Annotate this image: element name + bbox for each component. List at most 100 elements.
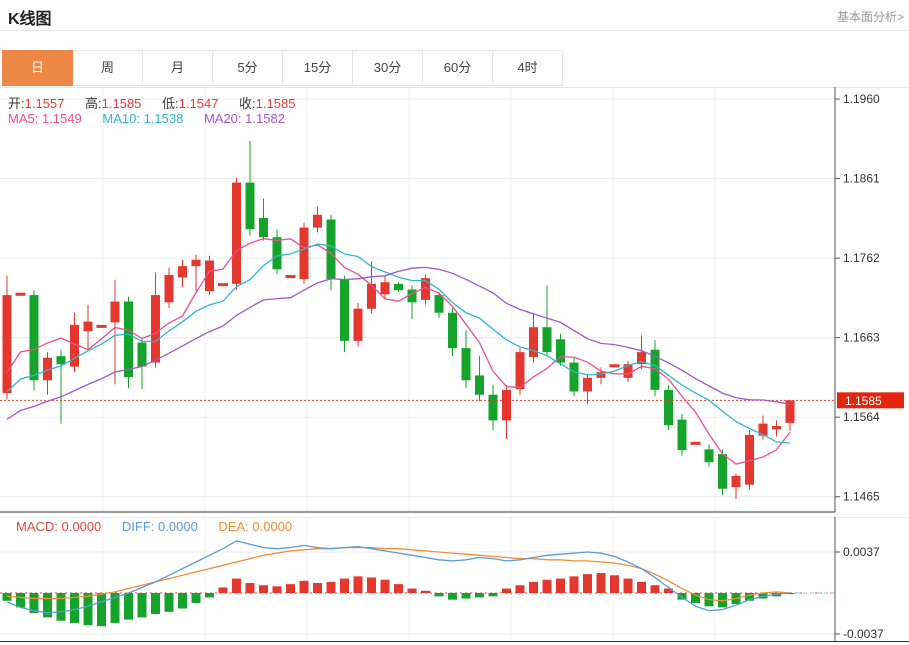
- ma20-value: 1.1582: [245, 111, 285, 126]
- tab-60min[interactable]: 60分: [422, 50, 493, 86]
- candle-down: [488, 394, 498, 421]
- candle-up: [785, 400, 795, 423]
- macd-bar-positive: [529, 581, 538, 593]
- macd-bar-negative: [448, 593, 457, 600]
- candle-down: [542, 327, 552, 353]
- macd-bar-negative: [56, 593, 66, 621]
- candle-down: [259, 217, 268, 238]
- candle-down: [704, 449, 714, 463]
- macd-bar-positive: [232, 578, 241, 593]
- candle-up: [83, 321, 93, 332]
- candle-down: [272, 237, 282, 270]
- macd-tick-label: -0.0037: [843, 627, 884, 641]
- candle-up: [353, 308, 363, 341]
- macd-value: 0.0000: [61, 519, 102, 534]
- candle-up: [583, 377, 592, 392]
- macd-bar-positive: [218, 587, 228, 593]
- macd-bar-positive: [299, 580, 309, 593]
- macd-bar-positive: [583, 574, 592, 593]
- candle-down: [461, 348, 471, 381]
- macd-bar-positive: [421, 590, 430, 593]
- macd-legend: MACD: 0.0000 DIFF: 0.0000 DEA: 0.0000: [16, 519, 309, 534]
- macd-label: MACD:: [16, 519, 58, 534]
- macd-bar-negative: [745, 593, 754, 601]
- ma10-value: 1.1538: [143, 111, 184, 126]
- macd-bar-positive: [286, 584, 295, 593]
- macd-bar-positive: [380, 579, 390, 593]
- candle-up: [70, 324, 79, 367]
- macd-bar-negative: [124, 593, 133, 620]
- macd-bar-positive: [637, 581, 646, 593]
- candle-up: [502, 389, 511, 421]
- candle-up: [164, 274, 174, 303]
- ma-legend: MA5: 1.1549 MA10: 1.1538 MA20: 1.1582: [8, 111, 302, 126]
- doji-dash: [96, 324, 107, 328]
- candles-layer: [2, 140, 795, 500]
- price-tick-label: 1.1663: [843, 331, 880, 345]
- candle-down: [569, 362, 579, 392]
- candle-down: [124, 301, 133, 378]
- candle-up: [313, 214, 322, 228]
- ma10-label: MA10:: [102, 111, 140, 126]
- macd-bar-positive: [353, 576, 363, 593]
- macd-bar-positive: [515, 585, 525, 593]
- ma5-label: MA5:: [8, 111, 39, 126]
- doji-dash: [218, 283, 228, 287]
- candle-up: [623, 364, 633, 378]
- macd-bar-positive: [502, 588, 511, 593]
- price-tick-label: 1.1564: [843, 410, 880, 424]
- ma-lines-layer: [6, 238, 791, 465]
- macd-bar-positive: [650, 585, 660, 593]
- candle-up: [596, 372, 606, 378]
- doji-dash: [609, 364, 620, 368]
- candle-up: [758, 423, 768, 436]
- macd-tick-label: 0.0037: [843, 545, 880, 559]
- high-value: 1.1585: [101, 96, 142, 111]
- macd-chart[interactable]: 0.0037 -0.0037: [0, 515, 909, 645]
- macd-bar-positive: [407, 588, 417, 593]
- macd-histogram-layer: [2, 573, 795, 627]
- candle-up: [731, 475, 741, 488]
- tab-5min[interactable]: 5分: [212, 50, 283, 86]
- low-value: 1.1547: [178, 96, 219, 111]
- low-label: 低:: [162, 96, 179, 111]
- macd-bar-positive: [623, 578, 633, 593]
- candle-up: [772, 426, 781, 430]
- dea-label: DEA:: [218, 519, 249, 534]
- candle-up: [151, 295, 160, 363]
- candle-down: [29, 295, 39, 381]
- price-tick-label: 1.1861: [843, 172, 880, 186]
- tab-month[interactable]: 月: [142, 50, 213, 86]
- macd-bar-negative: [178, 593, 187, 609]
- candle-up: [2, 295, 12, 394]
- tab-day[interactable]: 日: [2, 50, 73, 86]
- price-tick-label: 1.1960: [843, 92, 880, 106]
- ma10-line: [6, 243, 791, 444]
- fundamental-analysis-link[interactable]: 基本面分析>: [836, 10, 904, 24]
- candle-up: [110, 301, 120, 323]
- candle-down: [245, 182, 255, 230]
- macd-bar-negative: [137, 593, 147, 618]
- tab-4hour[interactable]: 4时: [492, 50, 563, 86]
- high-label: 高:: [85, 96, 102, 111]
- ma20-label: MA20:: [203, 111, 242, 126]
- candle-up: [745, 434, 754, 485]
- main-candlestick-chart[interactable]: 1.1960 1.1861 1.1762 1.1663 1.1564 1.1465 1.15…: [0, 87, 909, 513]
- macd-bar-positive: [313, 583, 322, 593]
- macd-bar-positive: [340, 578, 349, 593]
- candle-up: [232, 182, 241, 284]
- close-value: 1.1585: [255, 96, 296, 111]
- ohlc-legend: 开:1.1557 高:1.1585 低:1.1547 收:1.1585: [8, 93, 312, 112]
- tab-15min[interactable]: 15分: [282, 50, 353, 86]
- dea-line: [6, 546, 791, 602]
- macd-bar-negative: [29, 593, 39, 613]
- candle-down: [56, 356, 66, 365]
- macd-bar-negative: [97, 593, 106, 627]
- tab-week[interactable]: 周: [72, 50, 143, 86]
- diff-label: DIFF:: [121, 519, 155, 534]
- open-value: 1.1557: [24, 96, 65, 111]
- macd-bar-negative: [434, 593, 444, 597]
- tab-30min[interactable]: 30分: [352, 50, 423, 86]
- macd-bar-positive: [542, 579, 552, 593]
- candle-down: [718, 454, 727, 489]
